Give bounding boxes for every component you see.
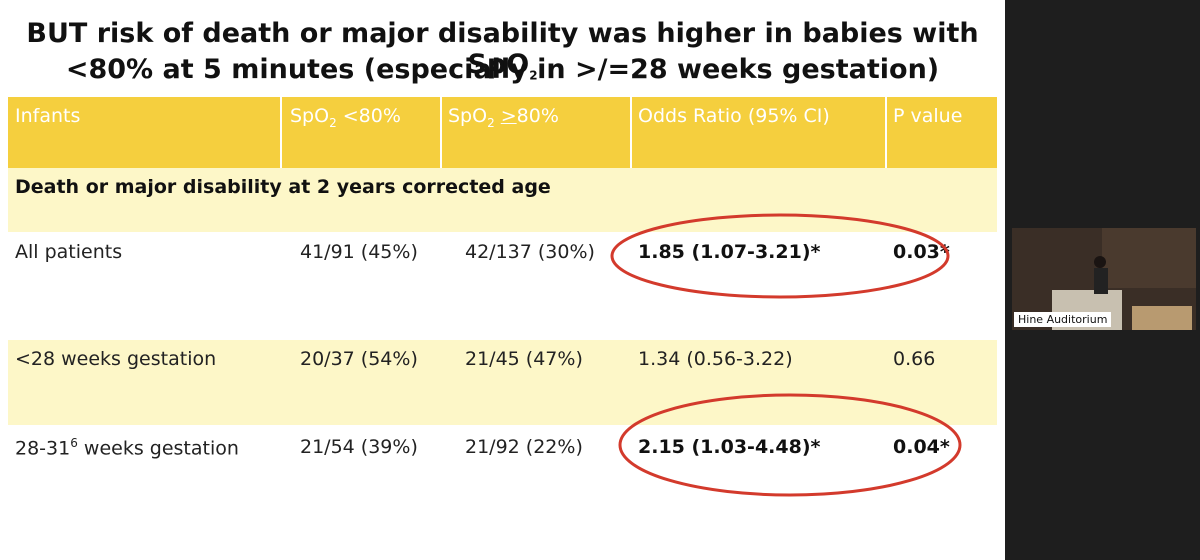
highlight-ellipse [610, 213, 950, 299]
header-band [8, 97, 997, 168]
header-cell: Odds Ratio (95% CI) [638, 105, 830, 127]
head [1094, 256, 1106, 268]
cell: 28-316 weeks gestation [15, 436, 239, 459]
cell: 2.15 (1.03-4.48)* [638, 436, 821, 458]
cell: 1.34 (0.56-3.22) [638, 348, 793, 370]
col-sep [280, 97, 282, 168]
header-cell: Infants [15, 105, 81, 127]
header-cell: SpO2 >80% [448, 105, 559, 130]
t: 2 [487, 115, 495, 130]
slide: BUT risk of death or major disability wa… [0, 0, 1005, 560]
t: 80% [516, 105, 559, 127]
slide-title-line1: BUT risk of death or major disability wa… [0, 18, 1005, 82]
section-band [8, 168, 997, 232]
wall [1102, 228, 1196, 288]
t: 2 [329, 115, 337, 130]
cell: 21/92 (22%) [465, 436, 583, 458]
t: SpO [290, 105, 330, 127]
header-cell: SpO2 <80% [290, 105, 401, 130]
t: > [500, 105, 517, 127]
t: SpO [448, 105, 488, 127]
video-label: Hine Auditorium [1014, 312, 1112, 327]
table [1132, 306, 1192, 330]
cell: 21/45 (47%) [465, 348, 583, 370]
cell: 42/137 (30%) [465, 241, 595, 263]
title-text: BUT risk of death or major disability wa… [26, 18, 979, 80]
t: 6 [70, 436, 78, 450]
title-sub: 2 [529, 68, 538, 83]
cell: 20/37 (54%) [300, 348, 418, 370]
t: weeks gestation [77, 437, 239, 460]
header-cell: P value [893, 105, 963, 127]
section-label: Death or major disability at 2 years cor… [15, 176, 551, 198]
cell: All patients [15, 241, 123, 263]
cell: 0.66 [893, 348, 936, 370]
body [1094, 268, 1108, 294]
cell: <28 weeks gestation [15, 348, 217, 370]
cell: 0.04* [893, 436, 950, 458]
cell: 41/91 (45%) [300, 241, 418, 263]
col-sep [630, 97, 632, 168]
col-sep [885, 97, 887, 168]
row-band [8, 340, 997, 425]
t: <80% [336, 105, 401, 127]
cell: 1.85 (1.07-3.21)* [638, 241, 821, 263]
col-sep [440, 97, 442, 168]
cell: 21/54 (39%) [300, 436, 418, 458]
slide-title-line2: <80% at 5 minutes (especially in >/=28 w… [65, 54, 940, 85]
annotations [610, 213, 962, 497]
t: 28-31 [15, 437, 71, 460]
highlight-ellipse [618, 393, 962, 497]
cell: 0.03* [893, 241, 950, 263]
